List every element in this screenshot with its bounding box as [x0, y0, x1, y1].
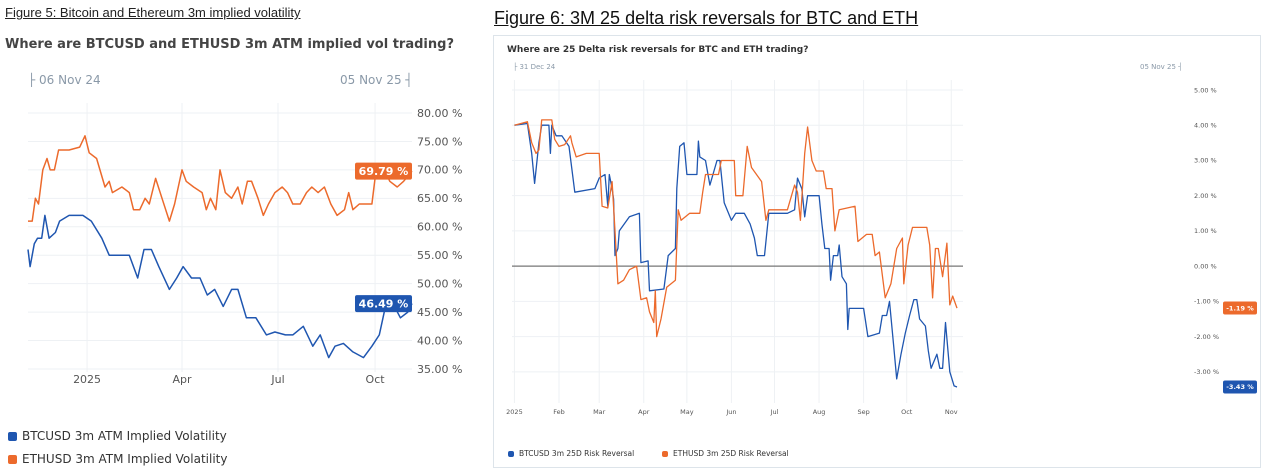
x-tick-label: Oct — [901, 408, 913, 416]
figure6-range-end: 05 Nov 25 ┤ — [1140, 63, 1183, 71]
last-value-label: -1.19 % — [1226, 304, 1254, 312]
legend-label: ETHUSD 3m ATM Implied Volatility — [22, 452, 228, 466]
x-tick-label: Jul — [770, 408, 779, 416]
legend-label: ETHUSD 3m 25D Risk Reversal — [673, 449, 789, 458]
legend-item-eth-vol[interactable]: ETHUSD 3m ATM Implied Volatility — [8, 452, 227, 466]
range-end-label: 05 Nov 25 — [1140, 63, 1176, 71]
x-tick-label: Jun — [725, 408, 736, 416]
last-value-label: 69.79 % — [359, 165, 409, 178]
y-tick-label: 65.00 % — [417, 192, 462, 205]
last-value-badge — [1223, 301, 1257, 315]
y-tick-label: -3.00 % — [1194, 368, 1219, 376]
figure5-chart-title: Where are BTCUSD and ETHUSD 3m ATM impli… — [5, 37, 454, 52]
figure6-chart-panel — [493, 35, 1261, 468]
y-tick-label: 5.00 % — [1194, 86, 1217, 94]
x-tick-label: Apr — [638, 408, 650, 416]
legend-item-btc-vol[interactable]: BTCUSD 3m ATM Implied Volatility — [8, 429, 227, 443]
figure5-caption: Figure 5: Bitcoin and Ethereum 3m implie… — [5, 5, 301, 20]
x-tick-label: Sep — [857, 408, 869, 416]
series-line-eth — [28, 135, 413, 222]
y-tick-label: 45.00 % — [417, 306, 462, 319]
y-tick-label: 75.00 % — [417, 135, 462, 148]
x-tick-label: Jul — [270, 373, 284, 386]
figure5-range-end: 05 Nov 25 ┤ — [340, 73, 413, 87]
legend-swatch — [8, 454, 17, 464]
x-tick-label: 2025 — [73, 373, 101, 386]
series-line-btc — [514, 122, 958, 388]
y-tick-label: -2.00 % — [1194, 333, 1219, 341]
legend-label: BTCUSD 3m ATM Implied Volatility — [22, 429, 227, 443]
series-line-eth — [514, 119, 958, 338]
x-tick-label: Feb — [553, 408, 565, 416]
y-tick-label: 1.00 % — [1194, 227, 1217, 235]
y-tick-label: -1.00 % — [1194, 298, 1219, 306]
x-tick-label: Nov — [945, 408, 958, 416]
y-tick-label: 55.00 % — [417, 249, 462, 262]
series-line-btc — [27, 214, 413, 359]
y-tick-label: 4.00 % — [1194, 122, 1217, 130]
figure6-range-start: ├ 31 Dec 24 — [513, 63, 556, 71]
range-start-label: 31 Dec 24 — [519, 63, 556, 71]
last-value-badge — [355, 295, 412, 313]
x-tick-label: Oct — [366, 373, 386, 386]
y-tick-label: 0.00 % — [1194, 262, 1217, 270]
y-tick-label: 50.00 % — [417, 278, 462, 291]
y-tick-label: 40.00 % — [417, 334, 462, 347]
figure6-chart-title: Where are 25 Delta risk reversals for BT… — [507, 45, 809, 55]
x-tick-label: Apr — [173, 373, 193, 386]
x-tick-label: May — [680, 408, 694, 416]
y-tick-label: 60.00 % — [417, 221, 462, 234]
legend-swatch — [508, 450, 514, 457]
last-value-label: -3.43 % — [1226, 383, 1254, 391]
figure5-range-start: ├ 06 Nov 24 — [28, 73, 101, 87]
last-value-label: 46.49 % — [359, 297, 409, 310]
last-value-badge — [355, 162, 412, 180]
x-tick-label: Aug — [813, 408, 826, 416]
range-start-label: 06 Nov 24 — [39, 73, 101, 87]
figure6-caption: Figure 6: 3M 25 delta risk reversals for… — [494, 8, 919, 28]
y-tick-label: 3.00 % — [1194, 157, 1217, 165]
y-tick-label: 80.00 % — [417, 107, 462, 120]
y-tick-label: 2.00 % — [1194, 192, 1217, 200]
y-tick-label: 35.00 % — [417, 363, 462, 376]
last-value-badge — [1223, 380, 1257, 394]
legend-label: BTCUSD 3m 25D Risk Reversal — [519, 449, 635, 458]
legend-item-btc-rr[interactable]: BTCUSD 3m 25D Risk Reversal — [508, 449, 634, 458]
legend-swatch — [8, 431, 17, 441]
x-tick-label: Mar — [593, 408, 606, 416]
legend-item-eth-rr[interactable]: ETHUSD 3m 25D Risk Reversal — [662, 449, 789, 458]
x-tick-label: 2025 — [506, 408, 523, 416]
legend-swatch — [662, 450, 668, 457]
range-end-label: 05 Nov 25 — [340, 73, 402, 87]
y-tick-label: 70.00 % — [417, 164, 462, 177]
